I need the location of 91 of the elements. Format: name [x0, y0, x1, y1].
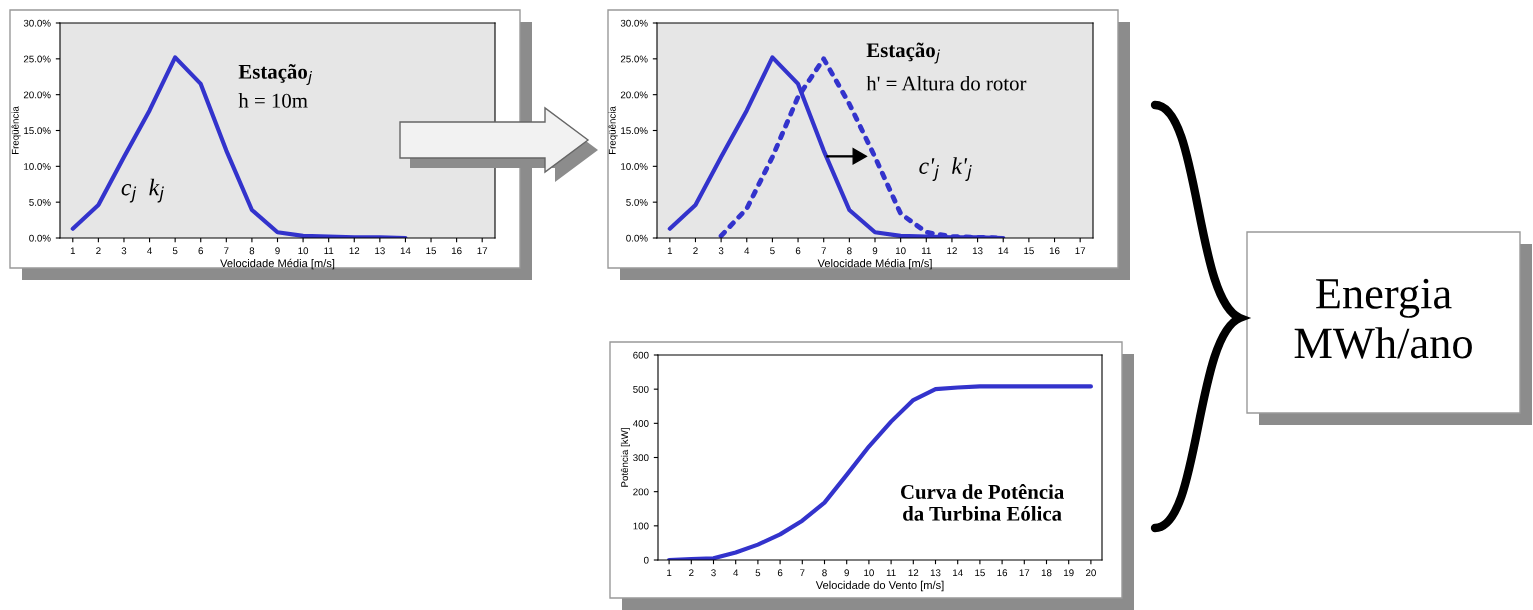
- x-tick-label: 8: [822, 569, 827, 577]
- x-tick-label: 7: [821, 247, 826, 255]
- line-series: [667, 384, 1093, 560]
- x-tick-label: 9: [275, 247, 280, 255]
- y-tick-label: 20.0%: [23, 91, 51, 99]
- x-tick-label: 2: [693, 247, 698, 255]
- y-tick-label: 10.0%: [621, 163, 648, 170]
- x-tick-label: 5: [172, 247, 178, 255]
- x-tick-label: 20: [1085, 569, 1096, 577]
- x-tick-label: 8: [847, 247, 852, 255]
- y-tick-label: 600: [633, 351, 649, 359]
- x-tick-label: 3: [711, 569, 716, 577]
- x-axis-title: Velocidade Média [m/s]: [220, 258, 335, 270]
- y-tick-label: 25.0%: [23, 55, 51, 63]
- x-tick-label: 1: [667, 247, 673, 255]
- y-tick-label: 20.0%: [620, 91, 648, 99]
- y-tick-label: 5.0%: [626, 198, 648, 206]
- x-axis-title: Velocidade do Vento [m/s]: [815, 580, 944, 592]
- x-tick-label: 12: [349, 247, 360, 255]
- annotation: Curva de Potência da Turbina Eólica: [900, 484, 1064, 521]
- y-tick-label: 0: [643, 556, 649, 564]
- y-tick-label: 30.0%: [620, 19, 648, 27]
- x-tick-label: 17: [477, 247, 488, 255]
- annotation: c$_{j}$ k$_{j}$: [121, 178, 164, 203]
- x-tick-label: 19: [1064, 569, 1074, 577]
- x-tick-label: 16: [997, 569, 1008, 577]
- x-tick-label: 11: [886, 569, 896, 577]
- x-tick-label: 9: [844, 569, 849, 577]
- line-series: [70, 55, 408, 238]
- x-tick-label: 5: [770, 247, 775, 255]
- x-tick-label: 6: [198, 247, 204, 255]
- x-tick-label: 11: [921, 247, 931, 255]
- x-tick-label: 13: [375, 247, 385, 255]
- x-tick-label: 9: [872, 247, 878, 255]
- annotation: h' = Altura do rotor: [866, 75, 1027, 91]
- x-tick-label: 4: [733, 569, 739, 577]
- x-tick-label: 2: [689, 569, 694, 577]
- y-tick-label: 0.0%: [29, 234, 51, 242]
- x-tick-label: 17: [1075, 247, 1086, 255]
- x-tick-label: 6: [777, 569, 783, 577]
- x-tick-label: 2: [96, 247, 101, 255]
- x-tick-label: 1: [70, 247, 76, 255]
- y-tick-label: 30.0%: [23, 19, 51, 27]
- x-tick-label: 3: [718, 247, 724, 255]
- y-tick-label: 400: [632, 420, 649, 427]
- y-tick-label: 15.0%: [24, 127, 51, 135]
- x-tick-label: 15: [426, 247, 437, 255]
- x-tick-label: 14: [400, 247, 411, 255]
- x-tick-label: 13: [972, 247, 983, 255]
- y-axis-title: Freqüência: [608, 106, 618, 155]
- y-tick-label: 100: [633, 522, 649, 530]
- x-tick-label: 4: [744, 247, 750, 255]
- x-tick-label: 10: [298, 247, 309, 255]
- x-tick-label: 16: [1049, 247, 1060, 255]
- x-tick-label: 5: [755, 569, 761, 577]
- x-tick-label: 13: [930, 569, 941, 577]
- y-tick-label: 300: [633, 454, 649, 462]
- x-tick-label: 11: [324, 247, 334, 255]
- y-tick-label: 25.0%: [620, 55, 648, 63]
- x-tick-label: 18: [1041, 569, 1052, 577]
- y-tick-label: 200: [633, 488, 649, 496]
- x-tick-label: 12: [947, 247, 957, 255]
- x-tick-label: 6: [795, 247, 801, 255]
- x-tick-label: 14: [998, 247, 1009, 255]
- text: Energia MWh/ano: [1294, 278, 1472, 359]
- y-tick-label: 5.0%: [29, 198, 51, 206]
- x-tick-label: 10: [895, 247, 906, 255]
- x-tick-label: 12: [908, 569, 919, 577]
- annotation: c'$_{j}$ k'$_{j}$: [919, 157, 972, 181]
- y-axis-title: Potência [kW]: [620, 428, 630, 487]
- x-tick-label: 15: [1024, 247, 1034, 255]
- y-tick-label: 0.0%: [626, 234, 648, 242]
- x-tick-label: 4: [147, 247, 152, 255]
- x-tick-label: 1: [667, 569, 672, 577]
- y-tick-label: 10.0%: [24, 163, 51, 170]
- annotation: Estação$_{j}$: [866, 42, 940, 64]
- x-tick-label: 3: [121, 247, 127, 255]
- x-tick-label: 15: [975, 569, 985, 577]
- y-tick-label: 15.0%: [621, 127, 648, 135]
- x-tick-label: 14: [953, 569, 963, 577]
- y-tick-label: 500: [633, 385, 649, 393]
- x-tick-label: 8: [249, 247, 255, 255]
- x-axis-title: Velocidade Média [m/s]: [817, 258, 932, 270]
- x-tick-label: 7: [800, 569, 805, 577]
- x-tick-label: 7: [224, 247, 229, 255]
- y-axis-title: Freqüência: [11, 106, 21, 155]
- x-tick-label: 17: [1019, 569, 1030, 577]
- annotation: Estação$_{j}$: [238, 64, 313, 86]
- x-tick-label: 16: [451, 247, 462, 255]
- x-tick-label: 10: [864, 569, 874, 577]
- annotation: h = 10m: [238, 93, 308, 108]
